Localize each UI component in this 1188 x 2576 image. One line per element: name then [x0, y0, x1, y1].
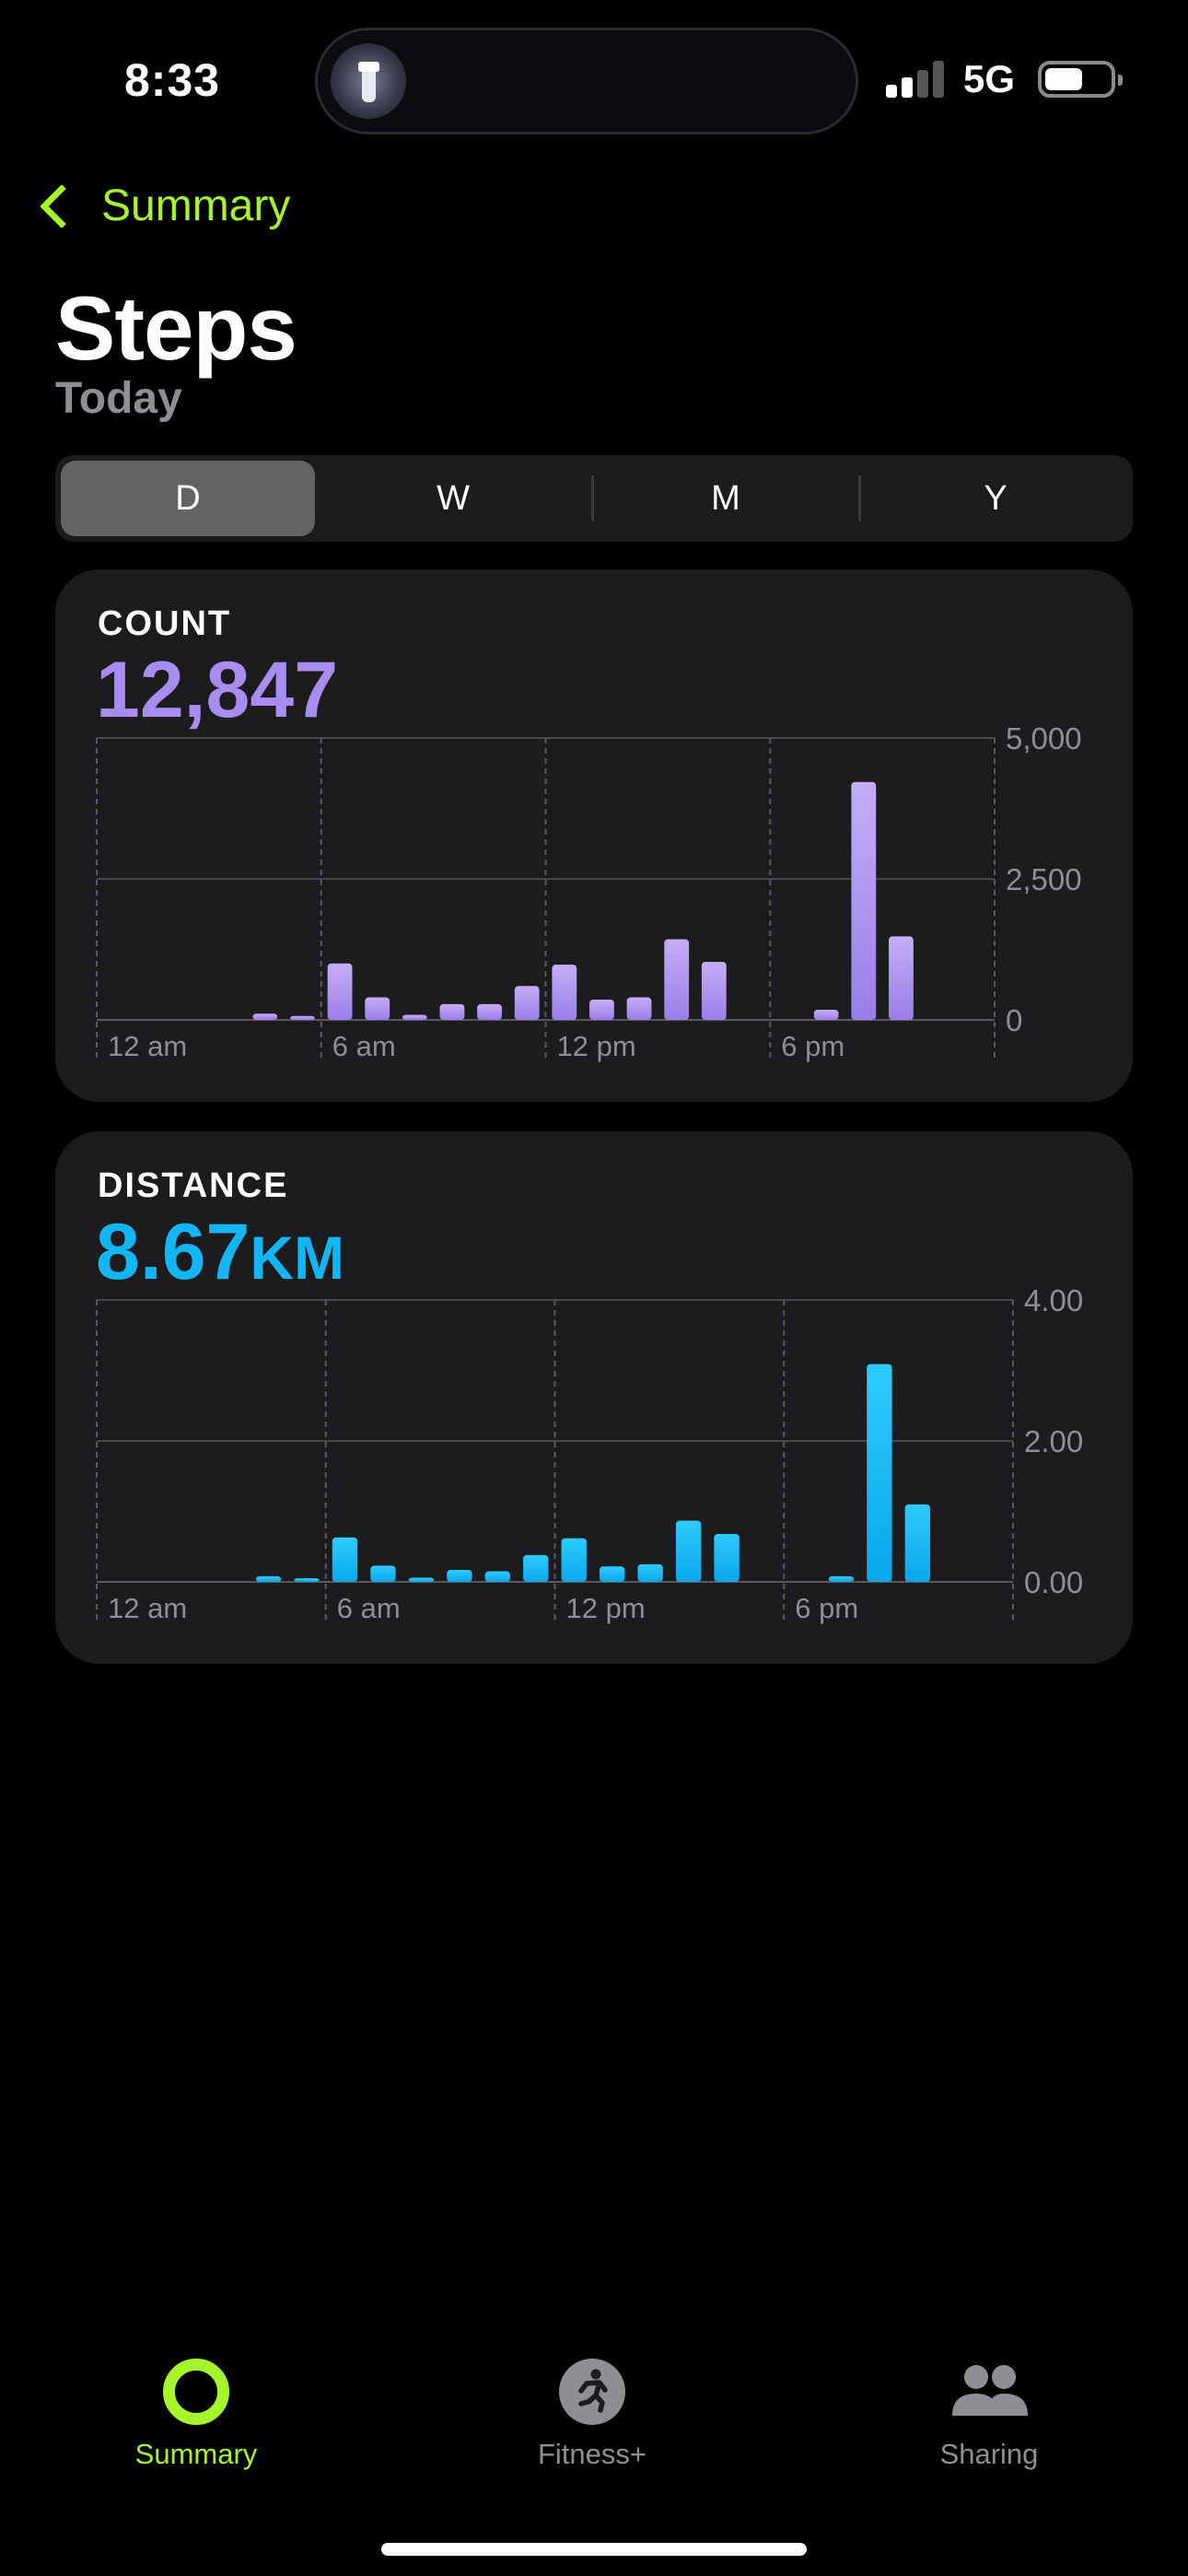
page-subtitle: Today	[55, 374, 182, 423]
bar-8h	[402, 1014, 427, 1020]
network-type: 5G	[963, 57, 1016, 100]
segment-divider	[591, 475, 594, 521]
bar-20h	[851, 781, 877, 1020]
distance-number: 8.67	[96, 1208, 250, 1296]
bar-13h	[589, 999, 614, 1020]
tab-sharing[interactable]: Sharing	[869, 2359, 1109, 2471]
count-card[interactable]: COUNT 12,847 5,000 2,500 0 12 am 6 am 12 pm 6 …	[55, 569, 1133, 1102]
status-time: 8:33	[124, 54, 221, 106]
segment-week[interactable]: W	[437, 478, 470, 518]
x-tick-label: 6 am	[337, 1592, 401, 1624]
x-tick-label: 12 pm	[566, 1592, 646, 1624]
segment-month[interactable]: M	[711, 478, 740, 518]
distance-bar-chart: 4.00 2.00 0.00 12 am 6 am 12 pm 6 pm	[96, 1283, 1083, 1624]
people-icon	[945, 2359, 1033, 2425]
flashlight-icon	[331, 43, 406, 119]
bar-14h	[626, 997, 652, 1020]
cellular-signal-icon	[886, 61, 945, 98]
activity-ring-icon	[163, 2359, 229, 2425]
bar-20h	[867, 1364, 892, 1582]
segment-year[interactable]: Y	[984, 478, 1007, 518]
segment-divider	[858, 475, 861, 521]
bar-21h	[904, 1504, 931, 1582]
time-range-control: D W M Y	[55, 455, 1133, 542]
segment-day[interactable]: D	[61, 461, 315, 536]
battery-icon	[1038, 61, 1123, 98]
dynamic-island[interactable]	[315, 28, 858, 135]
tab-summary-label: Summary	[134, 2438, 258, 2470]
count-value: 12,847	[96, 646, 339, 734]
y-tick-label: 0.00	[1024, 1565, 1083, 1599]
bar-11h	[514, 986, 540, 1020]
bar-21h	[889, 936, 914, 1020]
x-tick-label: 12 am	[108, 1592, 187, 1624]
bar-9h	[439, 1003, 465, 1020]
tab-sharing-label: Sharing	[939, 2438, 1039, 2470]
tab-fitness-plus-label: Fitness+	[537, 2438, 647, 2470]
x-tick-label: 6 pm	[795, 1592, 858, 1624]
bar-12h	[561, 1538, 587, 1582]
y-tick-label: 2,500	[1006, 862, 1082, 896]
x-tick-label: 12 pm	[557, 1030, 636, 1062]
bar-9h	[447, 1569, 472, 1582]
x-tick-label: 6 am	[332, 1030, 396, 1062]
distance-card[interactable]: DISTANCE 8.67KM 4.00 2.00 0.00 12 am 6 am 12 …	[55, 1131, 1133, 1664]
bar-11h	[523, 1554, 549, 1582]
back-label: Summary	[101, 181, 291, 230]
bar-6h	[332, 1537, 358, 1582]
back-button[interactable]: Summary	[33, 181, 290, 231]
bar-7h	[370, 1565, 396, 1582]
bar-4h	[255, 1575, 282, 1582]
bar-4h	[252, 1013, 278, 1020]
tab-summary[interactable]: Summary	[76, 2359, 316, 2471]
bar-19h	[813, 1009, 839, 1020]
bar-7h	[365, 997, 390, 1020]
count-label: COUNT	[98, 604, 232, 643]
y-tick-label: 2.00	[1024, 1424, 1083, 1458]
y-tick-label: 5,000	[1006, 721, 1082, 755]
bar-16h	[714, 1533, 740, 1582]
bar-14h	[637, 1563, 663, 1582]
distance-label: DISTANCE	[98, 1166, 289, 1205]
y-tick-label: 4.00	[1024, 1283, 1083, 1317]
bar-5h	[294, 1578, 320, 1582]
bar-10h	[477, 1003, 502, 1020]
bar-5h	[290, 1015, 315, 1020]
tab-fitness-plus[interactable]: Fitness+	[472, 2359, 712, 2471]
page-title: Steps	[55, 277, 297, 379]
steps-bar-chart: 5,000 2,500 0 12 am 6 am 12 pm 6 pm	[96, 721, 1082, 1062]
chevron-left-icon	[39, 183, 85, 228]
bar-6h	[327, 963, 353, 1020]
bar-16h	[701, 961, 727, 1020]
x-tick-label: 12 am	[108, 1030, 187, 1062]
bar-15h	[675, 1520, 702, 1582]
home-indicator[interactable]	[381, 2543, 807, 2556]
bar-8h	[408, 1577, 435, 1582]
y-tick-label: 0	[1006, 1003, 1022, 1037]
distance-unit: KM	[250, 1224, 345, 1292]
running-figure-icon	[559, 2359, 625, 2425]
bar-10h	[484, 1571, 510, 1582]
bar-13h	[600, 1566, 625, 1582]
x-tick-label: 6 pm	[781, 1030, 844, 1062]
bar-15h	[664, 939, 690, 1020]
bar-19h	[828, 1575, 855, 1582]
distance-value: 8.67KM	[96, 1207, 344, 1298]
bar-12h	[552, 965, 577, 1020]
